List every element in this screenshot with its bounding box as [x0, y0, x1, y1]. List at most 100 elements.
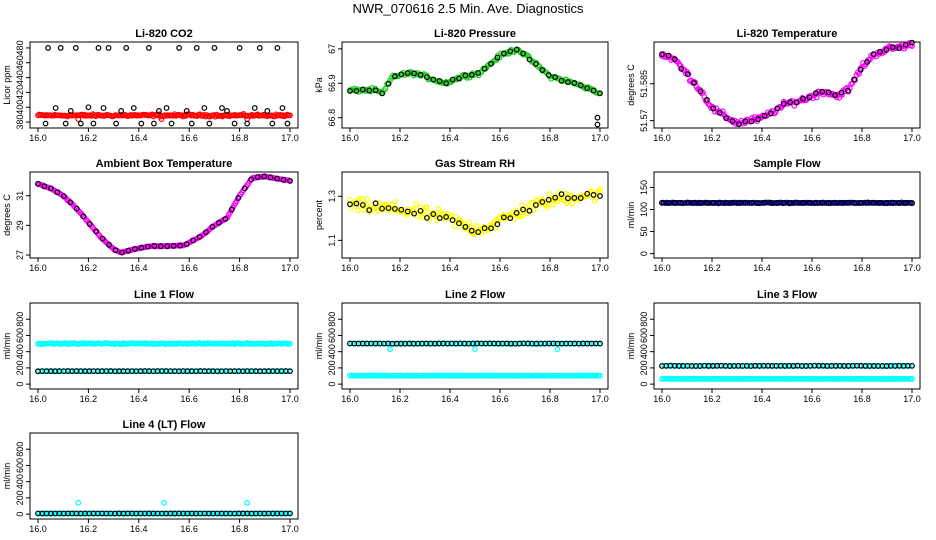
x-tick-label: 16.0: [653, 394, 671, 404]
data-point-cyan-low: [383, 372, 389, 379]
data-point-black: [819, 200, 826, 206]
data-point-black: [347, 88, 353, 94]
data-point-black: [112, 247, 119, 254]
x-tick-label: 16.0: [29, 263, 47, 273]
data-point-black: [404, 208, 411, 215]
chart-pressure: Li-820 Pressure 16.0 16.2 16.4 16.6 16.8 17.0 6…: [314, 28, 609, 143]
data-point-black: [857, 66, 864, 73]
x-tick-label: 17.0: [281, 524, 299, 534]
x-tick-label: 16.2: [80, 524, 98, 534]
data-point-black: [244, 120, 251, 127]
x-tick-label: 16.6: [180, 263, 198, 273]
data-point-black: [844, 87, 851, 94]
x-tick-label: 16.6: [803, 394, 821, 404]
data-point-black: [520, 206, 526, 213]
x-tick-label: 16.2: [391, 133, 409, 143]
data-point-black: [793, 99, 800, 106]
data-point-black: [844, 200, 851, 206]
data-point-yellow: [468, 224, 475, 231]
chart-line4: Line 4 (LT) Flow 16.0 16.2 16.4 16.6 16.8 17.0…: [2, 419, 299, 534]
x-tick-label: 16.4: [441, 133, 459, 143]
data-point-black: [424, 74, 430, 81]
data-point-black: [284, 120, 291, 127]
data-point-black: [456, 220, 462, 227]
data-point-black: [825, 89, 832, 96]
data-point-black: [222, 216, 229, 222]
y-tick-label: 400: [639, 344, 649, 359]
data-point-black: [787, 99, 794, 106]
y-axis-label: ml/min: [626, 333, 636, 360]
data-point-black: [671, 199, 678, 206]
data-point-cyan-low: [597, 372, 603, 379]
data-point-black: [48, 185, 54, 192]
data-point-black: [494, 54, 501, 61]
data-point-black: [100, 105, 107, 111]
chart-licortemp: Li-820 Temperature 16.0 16.2 16.4 16.6 16.8 17…: [626, 28, 921, 143]
data-point-black: [41, 183, 48, 190]
data-point-black: [710, 105, 717, 112]
data-point-cyan-high: [594, 340, 601, 347]
y-tick-label: 200: [15, 490, 25, 505]
data-point-black: [436, 78, 443, 85]
data-point-black: [909, 362, 915, 369]
data-point-black: [86, 221, 93, 227]
data-point-black: [774, 105, 781, 112]
data-point-black: [113, 120, 120, 127]
data-point-black: [768, 110, 774, 117]
data-point-black: [52, 105, 59, 111]
data-point-black: [883, 47, 890, 53]
data-point-yellow: [466, 219, 472, 226]
chart-title: Line 2 Flow: [445, 289, 505, 301]
data-point-black: [90, 120, 97, 127]
data-point-black: [729, 118, 736, 125]
data-point-black-outliers: [594, 114, 601, 121]
data-point-black: [678, 199, 685, 206]
data-point-cyan-low: [508, 372, 515, 379]
data-point-cyan-low: [469, 372, 476, 379]
data-point-black: [665, 52, 672, 59]
data-point-black: [366, 207, 373, 214]
data-point-black: [597, 193, 603, 199]
data-point-black: [269, 120, 276, 127]
y-tick-label: 200: [639, 360, 649, 375]
data-point-black: [780, 199, 787, 206]
plot-frame: [341, 171, 609, 259]
data-point-black: [144, 243, 151, 250]
data-point-black: [251, 105, 258, 111]
data-point-black: [106, 241, 112, 248]
x-tick-label: 16.0: [29, 394, 47, 404]
y-tick-label: 0: [15, 382, 25, 387]
data-point-yellow: [359, 195, 365, 202]
data-point-cyan-low: [438, 372, 445, 379]
data-point-black: [138, 244, 145, 251]
data-point-black: [659, 51, 665, 58]
data-point-black: [507, 215, 514, 222]
data-point-cyan-low: [471, 372, 478, 379]
data-point-black: [261, 173, 268, 180]
data-point-black: [710, 200, 717, 206]
y-tick-label: 66.9: [327, 75, 337, 93]
data-point-black: [62, 120, 69, 127]
data-point-black: [164, 243, 171, 250]
data-point-black: [494, 221, 501, 228]
x-tick-label: 17.0: [591, 263, 609, 273]
data-point-magenta: [909, 43, 915, 49]
data-point-black: [889, 44, 896, 51]
data-point-black: [287, 510, 293, 517]
data-point-black: [274, 45, 281, 51]
data-point-black: [819, 88, 826, 95]
plot-frame: [653, 41, 921, 129]
data-point-black: [909, 39, 915, 46]
page-title: NWR_070616 2.5 Min. Ave. Diagnostics: [352, 1, 584, 16]
data-point-yellow: [569, 200, 576, 207]
chart-line3: Line 3 Flow 16.0 16.2 16.4 16.6 16.8 17.0 0 2004…: [626, 289, 921, 404]
data-point-cyan-outliers: [554, 346, 561, 353]
data-point-black: [183, 108, 190, 114]
data-point-black: [870, 199, 877, 206]
data-point-black: [571, 195, 578, 201]
data-point-black: [532, 61, 539, 67]
data-point-green: [363, 86, 370, 93]
data-point-yellow: [520, 212, 527, 219]
data-point-black: [584, 190, 591, 197]
